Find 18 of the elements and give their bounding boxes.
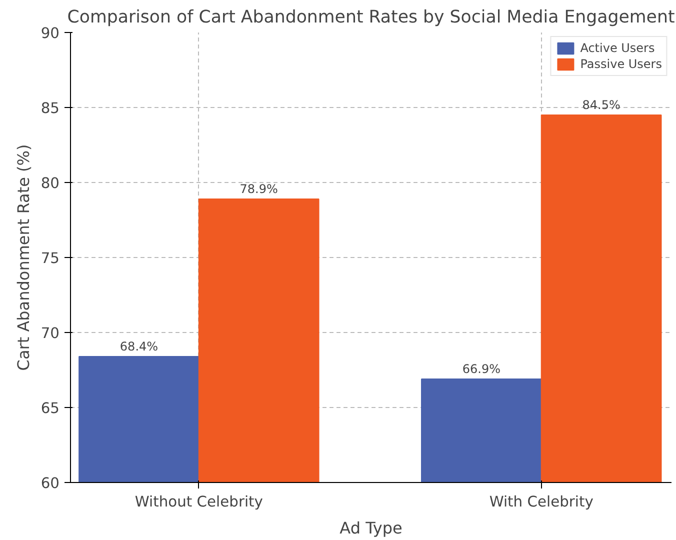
y-axis-title: Cart Abandonment Rate (%) — [14, 144, 33, 371]
x-tick-label: Without Celebrity — [134, 494, 264, 510]
data-label: 84.5% — [582, 98, 620, 112]
data-label: 68.4% — [120, 340, 158, 354]
data-label: 66.9% — [462, 362, 501, 376]
data-label: 78.9% — [240, 182, 278, 196]
y-tick-label: 75 — [40, 250, 60, 267]
y-tick-label: 65 — [40, 400, 60, 417]
x-axis-title: Ad Type — [340, 518, 402, 538]
y-tick-label: 70 — [40, 325, 60, 342]
chart-title: Comparison of Cart Abandonment Rates by Social Media Engagement — [67, 8, 675, 28]
y-tick-label: 85 — [40, 100, 60, 117]
legend-label: Active Users — [580, 41, 655, 55]
legend-label: Passive Users — [580, 57, 662, 71]
x-tick-label: With Celebrity — [489, 494, 594, 510]
y-tick-label: 60 — [40, 475, 60, 492]
y-tick-label: 80 — [40, 175, 60, 192]
y-tick-label: 90 — [40, 25, 60, 42]
